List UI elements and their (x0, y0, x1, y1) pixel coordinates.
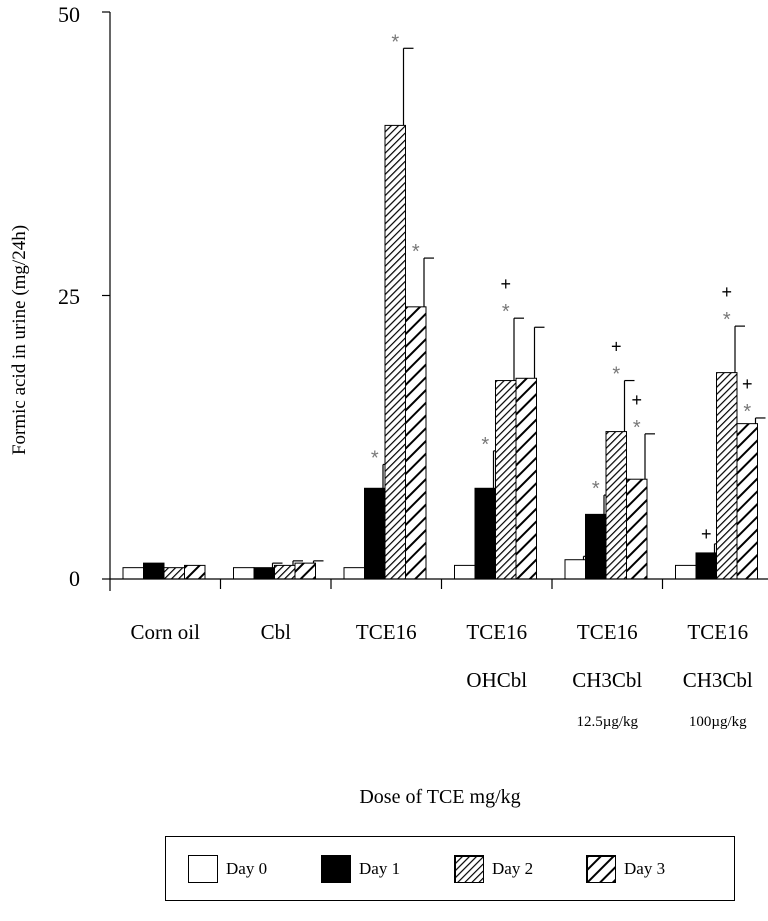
bar (364, 487, 386, 580)
bar (564, 559, 586, 580)
category-label-line2: CH3Cbl (572, 668, 643, 692)
significance-mark: * (743, 401, 751, 423)
significance-mark: * (391, 31, 399, 53)
bar (515, 377, 537, 580)
significance-mark: * (592, 478, 600, 500)
y-axis-label: Formic acid in urine (mg/24h) (9, 224, 30, 456)
bar (454, 564, 476, 580)
category-label: Corn oil (130, 620, 200, 644)
category-label: Cbl (260, 620, 291, 644)
legend-swatch-dense-hatch (454, 855, 484, 883)
y-tick-label: 25 (58, 284, 80, 309)
legend-swatch-wide-hatch (586, 855, 616, 883)
significance-mark: * (502, 301, 510, 323)
bar (233, 567, 255, 580)
bar (343, 567, 365, 580)
category-label-line2: CH3Cbl (682, 668, 753, 692)
significance-mark: * (633, 417, 641, 439)
significance-mark: + (742, 374, 753, 394)
bar (163, 567, 185, 580)
category-label: TCE16 (576, 620, 638, 644)
legend-item-day2: Day 2 (454, 855, 533, 883)
significance-mark: * (481, 434, 489, 456)
significance-mark: * (371, 447, 379, 469)
category-label: TCE16 (466, 620, 528, 644)
bar (405, 306, 427, 580)
legend-swatch-white (188, 855, 218, 883)
significance-mark: * (412, 241, 420, 263)
y-tick-label: 50 (58, 2, 80, 27)
bar (626, 478, 648, 580)
category-label: TCE16 (355, 620, 417, 644)
bar (274, 564, 296, 580)
category-dose-label: 100µg/kg (688, 714, 747, 730)
significance-mark: + (611, 337, 622, 357)
bar (605, 431, 627, 580)
bar (184, 564, 206, 580)
bar (495, 380, 517, 580)
category-label-line2: OHCbl (466, 668, 528, 692)
bar (253, 567, 275, 580)
significance-mark: + (500, 274, 511, 294)
legend-item-day1: Day 1 (321, 855, 400, 883)
significance-mark: * (612, 364, 620, 386)
legend-item-day3: Day 3 (586, 855, 665, 883)
legend-swatch-black (321, 855, 351, 883)
bar (122, 567, 144, 580)
legend-label: Day 3 (624, 859, 666, 878)
legend: Day 0 Day 1 Day 2 Day 3 (165, 836, 735, 901)
x-axis-label: Dose of TCE mg/kg (359, 786, 521, 808)
legend-label: Day 1 (359, 859, 401, 878)
significance-mark: * (723, 309, 731, 331)
significance-mark: + (721, 282, 732, 302)
legend-label: Day 2 (492, 859, 534, 878)
bar (675, 564, 697, 580)
bar (294, 562, 316, 580)
significance-mark: + (631, 390, 642, 410)
bar (695, 552, 717, 580)
legend-item-day0: Day 0 (188, 855, 267, 883)
bar (716, 372, 738, 580)
y-tick-label: 0 (69, 566, 80, 591)
bar (143, 562, 165, 580)
bar (384, 124, 406, 580)
significance-mark: + (701, 524, 712, 544)
bar (474, 487, 496, 580)
category-dose-label: 12.5µg/kg (576, 714, 639, 730)
bar (736, 423, 758, 580)
legend-label: Day 0 (226, 859, 268, 878)
category-label: TCE16 (687, 620, 749, 644)
bar (585, 513, 607, 580)
